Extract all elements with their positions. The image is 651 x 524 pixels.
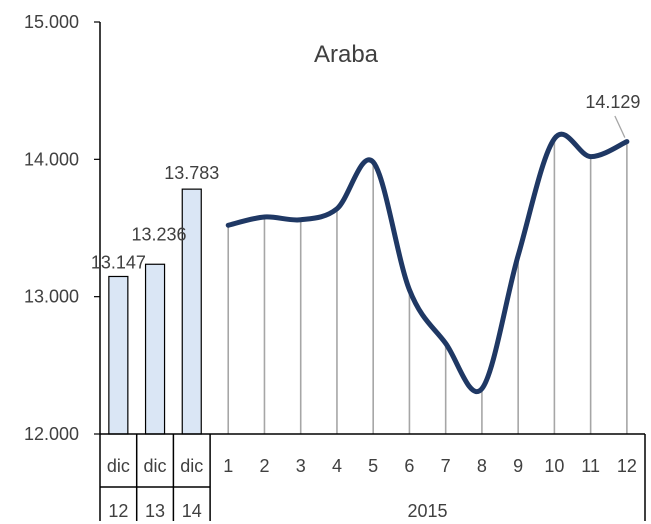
data-label-leader <box>614 115 626 138</box>
x-tick-label-month: 9 <box>513 456 523 476</box>
y-tick-label: 15.000 <box>24 12 79 32</box>
x-tick-label-bar-bottom: 12 <box>108 501 128 521</box>
bar-data-label: 13.783 <box>164 163 219 183</box>
x-tick-label-month: 5 <box>368 456 378 476</box>
axes: 12.00013.00014.00015.000dic12dic13dic141… <box>24 12 646 521</box>
labels: 13.147 13.236 13.783 14.129 <box>91 92 641 272</box>
y-tick-label: 12.000 <box>24 424 79 444</box>
x-tick-label-month: 10 <box>544 456 564 476</box>
x-tick-label-month: 11 <box>581 456 600 476</box>
x-tick-label-bar-top: dic <box>107 456 130 476</box>
line-data-label: 14.129 <box>585 92 640 112</box>
x-tick-label-month: 4 <box>332 456 342 476</box>
x-group-label: 2015 <box>408 501 448 521</box>
x-tick-label-month: 1 <box>223 456 233 476</box>
bar-data-label: 13.236 <box>132 224 187 244</box>
bar-data-label: 13.147 <box>91 252 146 272</box>
bars <box>108 188 202 435</box>
line-series <box>225 131 630 394</box>
chart-title: Araba <box>314 41 379 68</box>
bar <box>108 275 129 435</box>
y-tick-label: 13.000 <box>24 287 79 307</box>
x-tick-label-bar-bottom: 14 <box>182 501 202 521</box>
x-tick-label-month: 12 <box>617 456 637 476</box>
bar <box>144 263 166 435</box>
x-tick-label-month: 3 <box>296 456 306 476</box>
drop-lines <box>227 138 628 434</box>
line-series-path <box>225 131 630 394</box>
x-tick-label-month: 6 <box>404 456 414 476</box>
y-tick-label: 14.000 <box>24 149 79 169</box>
x-tick-label-month: 2 <box>259 456 269 476</box>
x-tick-label-month: 7 <box>441 456 451 476</box>
x-tick-label-month: 8 <box>477 456 487 476</box>
x-tick-label-bar-top: dic <box>144 456 167 476</box>
x-tick-label-bar-bottom: 13 <box>145 501 165 521</box>
x-tick-label-bar-top: dic <box>180 456 203 476</box>
